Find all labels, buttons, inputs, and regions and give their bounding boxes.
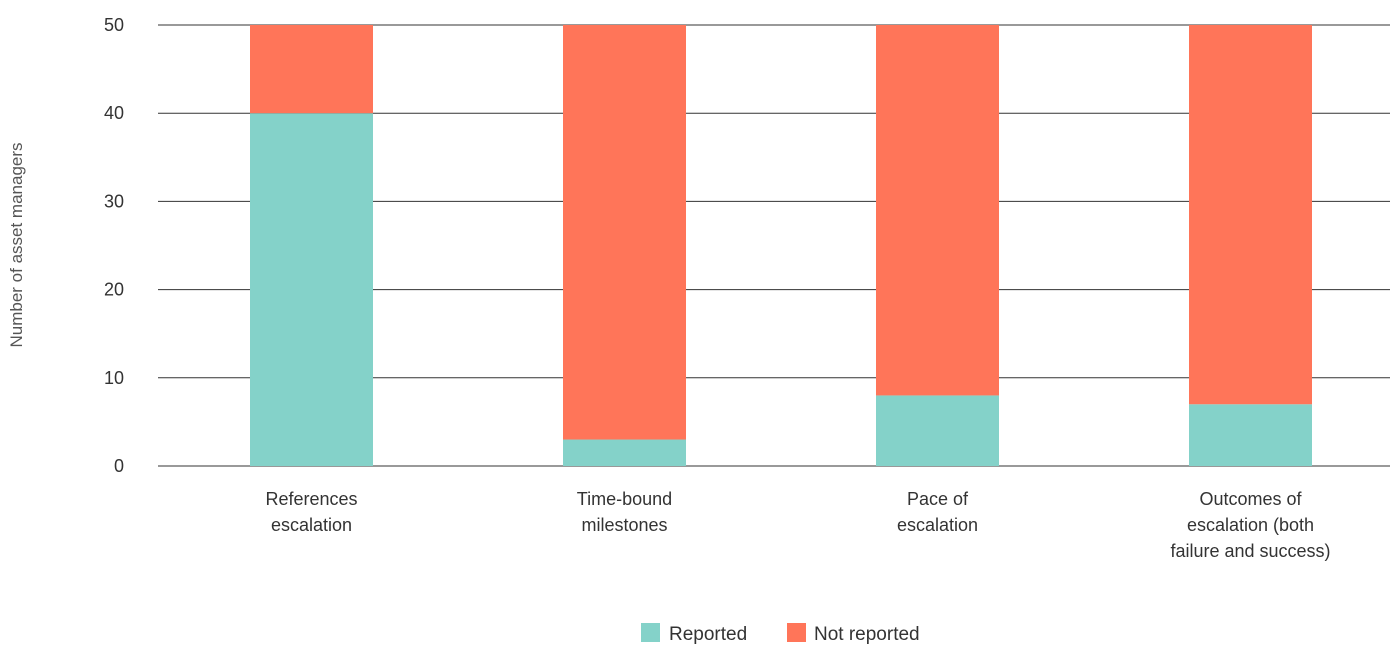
- y-tick-label: 40: [104, 103, 124, 123]
- bar-not-reported: [1189, 25, 1312, 405]
- y-axis-title: Number of asset managers: [7, 142, 26, 347]
- bar-not-reported: [563, 25, 686, 440]
- legend-swatch: [787, 623, 806, 642]
- y-axis-ticks: 0 10 20 30 40 50: [104, 15, 124, 476]
- bar-not-reported: [250, 25, 373, 114]
- bar-reported: [563, 439, 686, 466]
- x-category-label: escalation (both: [1187, 515, 1314, 535]
- y-tick-label: 30: [104, 191, 124, 211]
- legend-swatch: [641, 623, 660, 642]
- x-category-label: escalation: [271, 515, 352, 535]
- bars: [250, 25, 1312, 466]
- x-axis-categories: References escalation Time-bound milestones…: [265, 489, 1330, 561]
- y-tick-label: 50: [104, 15, 124, 35]
- bar-reported: [876, 395, 999, 466]
- y-tick-label: 10: [104, 368, 124, 388]
- legend: Reported Not reported: [641, 623, 920, 645]
- bar-reported: [1189, 404, 1312, 466]
- x-category-label: References: [265, 489, 357, 509]
- x-category-label: failure and success): [1170, 541, 1330, 561]
- x-category-label: Outcomes of: [1199, 489, 1302, 509]
- legend-label: Reported: [669, 624, 747, 645]
- x-category-label: escalation: [897, 515, 978, 535]
- y-tick-label: 0: [114, 456, 124, 476]
- bar-not-reported: [876, 25, 999, 396]
- y-tick-label: 20: [104, 280, 124, 300]
- legend-label: Not reported: [814, 624, 920, 645]
- x-category-label: milestones: [581, 515, 667, 535]
- x-category-label: Time-bound: [577, 489, 672, 509]
- x-category-label: Pace of: [907, 489, 969, 509]
- bar-reported: [250, 113, 373, 466]
